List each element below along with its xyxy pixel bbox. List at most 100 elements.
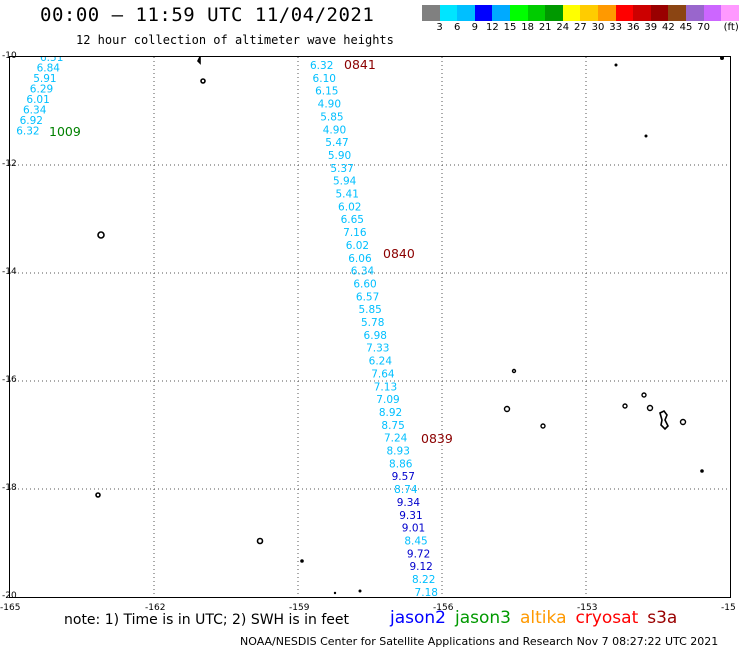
color-scale-label: 42 xyxy=(662,22,675,33)
color-scale-cell xyxy=(703,5,722,21)
wave-height-color-scale: 3 6 9 12 15 18 21 24 27 30 33 36 39 42 45 70 (ft) xyxy=(422,5,740,37)
wave-height-value: 4.90 xyxy=(318,99,341,111)
color-scale-cell xyxy=(615,5,634,21)
wave-height-value: 9.57 xyxy=(392,471,415,483)
wave-height-value: 5.85 xyxy=(320,111,343,123)
color-scale-label: 36 xyxy=(626,22,640,33)
color-scale-cell xyxy=(422,5,440,21)
wave-height-value: 5.91 xyxy=(33,73,56,85)
wave-height-value: 6.01 xyxy=(26,94,49,106)
color-scale-cell xyxy=(633,5,651,21)
wave-height-value: 6.65 xyxy=(341,214,364,226)
color-scale-label: 24 xyxy=(556,22,570,33)
wave-height-value: 6.02 xyxy=(338,201,361,213)
color-scale-label: 33 xyxy=(609,22,622,33)
wave-height-value: 9.72 xyxy=(407,548,430,560)
island-outline xyxy=(256,537,264,545)
wave-height-value: 6.57 xyxy=(356,291,379,303)
island-outline xyxy=(95,492,101,498)
graticule xyxy=(10,57,730,597)
color-scale-label: 3 xyxy=(436,22,443,33)
longitude-label: -165 xyxy=(0,603,21,613)
color-scale-label: 39 xyxy=(644,22,658,33)
island-outline xyxy=(503,405,511,413)
color-scale-label: 15 xyxy=(503,22,517,33)
island-outline xyxy=(358,589,362,593)
color-scale-cell xyxy=(597,5,616,21)
wave-height-value: 6.29 xyxy=(30,84,53,96)
wave-height-value: 6.60 xyxy=(353,278,376,290)
satellite-legend-item: cryosat xyxy=(575,608,639,628)
island-outline xyxy=(97,231,105,239)
wave-height-value: 5.47 xyxy=(325,137,348,149)
credit-line: NOAA/NESDIS Center for Satellite Applica… xyxy=(240,635,719,648)
track-time-label: 0840 xyxy=(383,246,415,261)
satellite-legend-item: jason2 xyxy=(390,608,446,628)
wave-height-value: 6.92 xyxy=(20,115,43,127)
wave-height-value: 4.90 xyxy=(323,124,346,136)
color-scale-cell xyxy=(457,5,475,21)
color-scale-cell xyxy=(668,5,686,21)
map-canvas: 6.326.106.154.905.854.905.475.905.375.94… xyxy=(10,52,730,612)
map-subtitle: 12 hour collection of altimeter wave hei… xyxy=(76,33,394,47)
longitude-label: -159 xyxy=(289,603,310,613)
color-scale-label: 45 xyxy=(679,22,693,33)
track-time-label: 1009 xyxy=(49,124,81,139)
color-scale-label: 9 xyxy=(471,22,478,33)
wave-height-value: 7.24 xyxy=(384,433,408,445)
color-scale-label: 27 xyxy=(574,22,587,33)
wave-height-value: 5.85 xyxy=(358,304,381,316)
wave-height-value: 7.18 xyxy=(415,587,438,597)
longitude-label: -162 xyxy=(145,603,166,613)
color-scale-cell xyxy=(562,5,581,21)
wave-height-value: 6.34 xyxy=(351,266,375,278)
color-scale-cell xyxy=(439,5,458,21)
island-outline xyxy=(333,591,337,595)
wave-height-value: 8.86 xyxy=(389,458,413,470)
island-outline xyxy=(614,63,618,67)
map-frame: 6.32 6.10 6.15 4.90 5.85 4.90 5.47 5.90 5.37 5.94… xyxy=(9,52,731,612)
island-outline xyxy=(300,559,304,563)
island-outline xyxy=(644,134,648,138)
color-scale-cell xyxy=(527,5,546,21)
wave-height-value: 6.32 xyxy=(310,60,333,72)
wave-height-value: 9.12 xyxy=(409,561,432,573)
wave-height-value: 6.15 xyxy=(315,86,338,98)
longitude-label: -15 xyxy=(721,603,736,613)
wave-height-value: 6.06 xyxy=(348,253,372,265)
wave-height-value: 5.37 xyxy=(330,163,353,175)
track-time-label: 0839 xyxy=(421,431,453,446)
island-outline xyxy=(646,404,654,412)
color-scale-cell xyxy=(721,5,739,21)
longitude-label: -153 xyxy=(577,603,598,613)
color-scale-cell xyxy=(492,5,510,21)
island-outline xyxy=(511,368,517,374)
longitude-label: -156 xyxy=(433,603,454,613)
wave-height-value: 6.02 xyxy=(346,240,369,252)
island-outline xyxy=(622,403,628,409)
wave-height-value: 5.90 xyxy=(328,150,351,162)
wave-height-value: 5.41 xyxy=(336,189,359,201)
island-outline xyxy=(700,469,704,473)
wave-height-value: 8.92 xyxy=(379,407,402,419)
color-scale-label: 21 xyxy=(538,22,552,33)
wave-height-value: 8.74 xyxy=(394,484,418,496)
wave-height-value: 6.32 xyxy=(16,126,39,138)
wave-height-value: 6.98 xyxy=(364,330,387,342)
island-outline xyxy=(641,392,647,398)
wave-height-value: 5.94 xyxy=(333,176,357,188)
wave-height-value: 7.09 xyxy=(376,394,399,406)
island-outline xyxy=(540,423,546,429)
wave-height-value: 8.22 xyxy=(412,574,435,586)
satellite-legend-item: s3a xyxy=(647,608,678,628)
color-scale-label: 30 xyxy=(591,22,605,33)
island-outline xyxy=(200,78,206,84)
wave-height-value: 6.10 xyxy=(313,73,336,85)
color-scale-cell xyxy=(474,5,493,21)
wave-height-value: 9.34 xyxy=(397,497,421,509)
wave-height-value: 6.24 xyxy=(369,356,393,368)
island-outline xyxy=(720,56,724,60)
satellite-legend-item: jason3 xyxy=(455,608,511,628)
color-scale-label: 70 xyxy=(697,22,710,33)
island-outline xyxy=(659,409,669,431)
